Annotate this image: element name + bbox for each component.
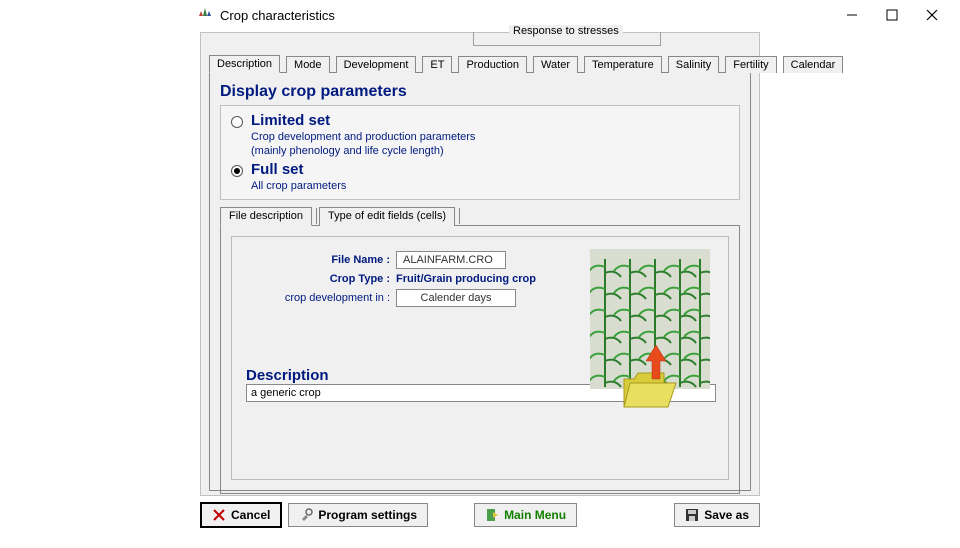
main-tabs: Description Mode Development ET Production Wa… — [209, 51, 751, 73]
page-heading: Display crop parameters — [220, 83, 740, 101]
main-menu-button[interactable]: Main Menu — [474, 503, 577, 527]
option-full-label: Full set — [251, 161, 304, 178]
save-label: Save as — [704, 508, 749, 522]
cancel-label: Cancel — [231, 508, 270, 522]
minimize-button[interactable] — [832, 2, 872, 28]
radio-full[interactable] — [231, 165, 243, 177]
save-as-button[interactable]: Save as — [674, 503, 760, 527]
tab-et[interactable]: ET — [422, 56, 452, 73]
titlebar: Crop characteristics — [0, 0, 960, 30]
main-label: Main Menu — [504, 508, 566, 522]
tab-fertility[interactable]: Fertility — [725, 56, 776, 73]
croptype-value: Fruit/Grain producing crop — [396, 273, 536, 285]
radio-limited[interactable] — [231, 116, 243, 128]
tab-production[interactable]: Production — [458, 56, 527, 73]
filename-label: File Name : — [246, 254, 396, 266]
subtab-0[interactable]: File description — [220, 207, 312, 226]
devmode-label: crop development in : — [246, 292, 396, 304]
devmode-field[interactable]: Calender days — [396, 289, 516, 307]
tab-calendar[interactable]: Calendar — [783, 56, 844, 73]
x-icon — [212, 508, 226, 522]
window-title: Crop characteristics — [220, 8, 335, 23]
close-button[interactable] — [912, 2, 952, 28]
file-panel: File Name : ALAINFARM.CRO Crop Type : Fr… — [220, 226, 740, 494]
option-full-desc: All crop parameters — [251, 180, 729, 194]
window-buttons — [832, 2, 952, 28]
option-limited-label: Limited set — [251, 112, 330, 129]
tab-temperature[interactable]: Temperature — [584, 56, 662, 73]
crop-illustration — [590, 249, 710, 419]
option-limited-desc2: (mainly phenology and life cycle length) — [251, 145, 729, 159]
tab-description[interactable]: Description — [209, 55, 280, 73]
tab-salinity[interactable]: Salinity — [668, 56, 719, 73]
settings-label: Program settings — [318, 508, 417, 522]
sub-tabs: File description Type of edit fields (cel… — [220, 206, 740, 226]
program-settings-button[interactable]: Program settings — [288, 503, 428, 527]
option-full[interactable]: Full set — [231, 161, 729, 178]
tab-development[interactable]: Development — [336, 56, 417, 73]
tab-water[interactable]: Water — [533, 56, 578, 73]
tab-panel: Display crop parameters Limited set Crop… — [209, 73, 751, 491]
option-limited-desc1: Crop development and production paramete… — [251, 131, 729, 145]
maximize-button[interactable] — [872, 2, 912, 28]
stress-group-label: Response to stresses — [509, 25, 623, 37]
tools-icon — [299, 508, 313, 522]
app-icon — [198, 7, 212, 24]
floppy-icon — [685, 508, 699, 522]
file-group: File Name : ALAINFARM.CRO Crop Type : Fr… — [231, 236, 729, 480]
display-options-group: Limited set Crop development and product… — [220, 105, 740, 200]
button-bar: Cancel Program settings Main Menu Save a… — [200, 502, 760, 528]
client-area: Response to stresses DescriptionModeDeve… — [200, 32, 760, 496]
door-icon — [485, 508, 499, 522]
option-limited[interactable]: Limited set — [231, 112, 729, 129]
filename-field[interactable]: ALAINFARM.CRO — [396, 251, 506, 269]
cancel-button[interactable]: Cancel — [200, 502, 282, 528]
subtab-1[interactable]: Type of edit fields (cells) — [319, 207, 455, 226]
croptype-label: Crop Type : — [246, 273, 396, 285]
tab-mode[interactable]: Mode — [286, 56, 330, 73]
